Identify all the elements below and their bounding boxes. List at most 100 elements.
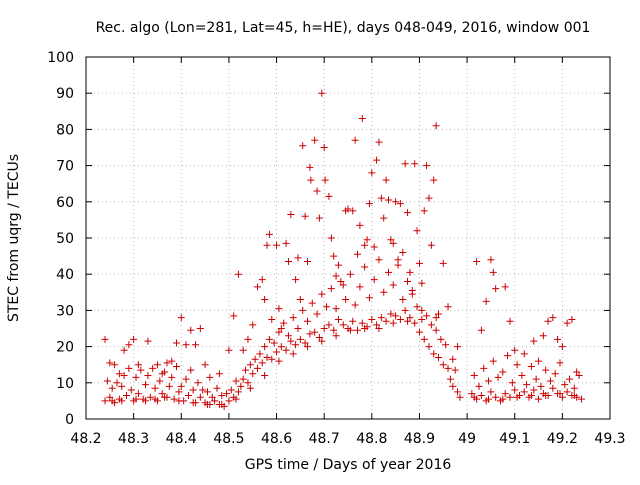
data-point bbox=[184, 391, 192, 399]
data-point bbox=[489, 268, 497, 276]
x-tick-label: 48.8 bbox=[356, 431, 387, 447]
data-point bbox=[506, 317, 514, 325]
data-point bbox=[418, 279, 426, 287]
data-point bbox=[125, 364, 133, 372]
data-point bbox=[546, 377, 554, 385]
x-tick-label: 48.3 bbox=[118, 431, 149, 447]
data-point bbox=[387, 236, 395, 244]
data-point bbox=[273, 241, 281, 249]
data-point bbox=[549, 384, 557, 392]
data-point bbox=[106, 393, 114, 401]
data-point bbox=[101, 335, 109, 343]
data-point bbox=[511, 346, 519, 354]
x-tick-label: 49.3 bbox=[594, 431, 625, 447]
data-point bbox=[182, 341, 190, 349]
data-point bbox=[244, 335, 252, 343]
data-point bbox=[575, 372, 583, 380]
data-point bbox=[527, 391, 535, 399]
x-axis-label: GPS time / Days of year 2016 bbox=[245, 457, 452, 473]
data-point bbox=[404, 317, 412, 325]
data-point bbox=[142, 397, 150, 405]
data-point bbox=[287, 210, 295, 218]
data-point bbox=[244, 379, 252, 387]
data-point bbox=[311, 328, 319, 336]
data-point bbox=[175, 388, 183, 396]
data-point bbox=[306, 330, 314, 338]
data-point bbox=[289, 314, 297, 322]
data-point bbox=[506, 393, 514, 401]
data-point bbox=[294, 325, 302, 332]
data-point bbox=[261, 372, 269, 380]
data-point bbox=[487, 388, 495, 396]
data-point bbox=[268, 315, 276, 323]
data-point bbox=[530, 337, 538, 345]
data-point bbox=[570, 384, 578, 392]
data-point bbox=[234, 388, 242, 396]
axis-ticks bbox=[85, 56, 611, 420]
data-point bbox=[108, 384, 116, 392]
data-point bbox=[368, 169, 376, 177]
data-point bbox=[551, 370, 559, 378]
data-point bbox=[208, 393, 216, 401]
data-point bbox=[315, 334, 323, 342]
y-tick-label: 50 bbox=[56, 231, 74, 247]
data-point bbox=[382, 176, 390, 184]
data-point bbox=[142, 381, 150, 389]
data-point bbox=[137, 366, 145, 374]
data-point bbox=[570, 391, 578, 399]
data-point bbox=[492, 393, 500, 401]
data-point bbox=[187, 366, 195, 374]
data-point bbox=[268, 355, 276, 363]
data-point bbox=[103, 377, 111, 385]
data-point bbox=[321, 176, 329, 184]
data-point bbox=[332, 305, 340, 313]
data-point bbox=[192, 341, 200, 349]
data-point bbox=[377, 194, 385, 202]
data-point bbox=[404, 209, 412, 217]
data-point bbox=[177, 382, 185, 390]
data-point bbox=[242, 366, 250, 374]
data-point bbox=[156, 377, 164, 385]
data-point bbox=[577, 395, 585, 403]
data-point bbox=[261, 343, 269, 351]
data-point bbox=[194, 379, 202, 387]
data-point bbox=[432, 122, 440, 130]
data-point bbox=[468, 390, 476, 398]
data-point bbox=[563, 388, 571, 396]
data-point bbox=[389, 281, 397, 289]
data-point bbox=[361, 241, 369, 249]
data-point bbox=[423, 162, 431, 170]
data-point bbox=[161, 393, 169, 401]
data-point bbox=[446, 375, 454, 383]
data-point bbox=[280, 319, 288, 327]
data-point bbox=[535, 357, 543, 365]
data-point bbox=[106, 359, 114, 367]
data-point bbox=[351, 136, 359, 144]
data-point bbox=[418, 315, 426, 323]
data-point bbox=[189, 386, 197, 394]
data-point bbox=[301, 212, 309, 220]
data-point bbox=[511, 386, 519, 394]
data-point bbox=[513, 361, 521, 369]
data-point bbox=[558, 343, 566, 351]
data-point bbox=[246, 384, 254, 392]
y-tick-label: 60 bbox=[56, 195, 74, 211]
data-point bbox=[363, 236, 371, 244]
data-point bbox=[573, 368, 581, 376]
data-point bbox=[432, 326, 440, 334]
data-point bbox=[275, 305, 283, 313]
data-point bbox=[339, 321, 347, 329]
data-point bbox=[392, 312, 400, 320]
data-point bbox=[427, 241, 435, 249]
data-point bbox=[296, 296, 304, 304]
x-tick-label: 48.6 bbox=[261, 431, 292, 447]
x-tick-label: 48.5 bbox=[213, 431, 244, 447]
data-point bbox=[544, 317, 552, 325]
data-point bbox=[158, 390, 166, 398]
data-point bbox=[144, 337, 152, 345]
data-point bbox=[344, 205, 352, 213]
data-point bbox=[375, 138, 383, 146]
data-point bbox=[318, 89, 326, 97]
data-point bbox=[313, 310, 321, 318]
